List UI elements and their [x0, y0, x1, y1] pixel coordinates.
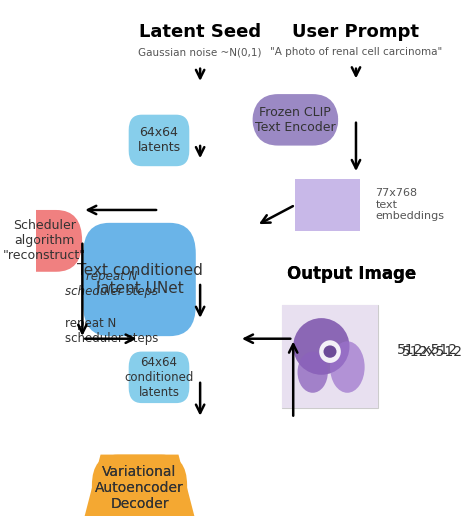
Bar — [295, 179, 360, 230]
Text: 64x64
latents: 64x64 latents — [137, 127, 181, 155]
FancyBboxPatch shape — [92, 455, 187, 519]
Text: 512x512: 512x512 — [401, 345, 463, 359]
Ellipse shape — [319, 340, 341, 363]
FancyBboxPatch shape — [6, 210, 82, 272]
Text: User Prompt: User Prompt — [292, 23, 419, 42]
FancyBboxPatch shape — [252, 94, 338, 146]
Ellipse shape — [330, 342, 365, 393]
Polygon shape — [83, 455, 196, 519]
Bar — [283, 305, 378, 408]
Text: Variational
Autoencoder
Decoder: Variational Autoencoder Decoder — [95, 465, 184, 511]
Text: Gaussian noise ~N(0,1): Gaussian noise ~N(0,1) — [138, 47, 262, 58]
Text: Output Image: Output Image — [287, 266, 416, 283]
FancyBboxPatch shape — [128, 351, 189, 403]
Text: 512x512: 512x512 — [397, 343, 458, 357]
Text: Latent Seed: Latent Seed — [139, 23, 261, 42]
Text: Variational
Autoencoder
Decoder: Variational Autoencoder Decoder — [95, 465, 184, 511]
FancyBboxPatch shape — [83, 223, 196, 336]
Text: Scheduler
algorithm
"reconstruct": Scheduler algorithm "reconstruct" — [3, 220, 86, 263]
FancyBboxPatch shape — [128, 115, 189, 166]
Ellipse shape — [298, 351, 328, 393]
Text: repeat N
scheduler steps: repeat N scheduler steps — [65, 270, 158, 298]
Text: 64x64
conditioned
latents: 64x64 conditioned latents — [124, 356, 194, 399]
Text: "A photo of renal cell carcinoma": "A photo of renal cell carcinoma" — [270, 47, 442, 58]
Text: repeat N
scheduler steps: repeat N scheduler steps — [64, 317, 158, 345]
Text: Output Image: Output Image — [287, 266, 416, 283]
Ellipse shape — [293, 318, 349, 375]
Ellipse shape — [324, 346, 337, 358]
FancyBboxPatch shape — [283, 305, 378, 408]
Text: Text conditioned
latent UNet: Text conditioned latent UNet — [77, 263, 202, 296]
Text: Frozen CLIP
Text Encoder: Frozen CLIP Text Encoder — [255, 106, 336, 134]
Text: 77x768
text
embeddings: 77x768 text embeddings — [375, 188, 445, 222]
